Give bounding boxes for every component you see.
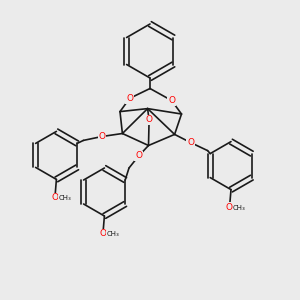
Text: O: O: [226, 203, 233, 212]
Text: O: O: [187, 138, 194, 147]
Text: O: O: [98, 132, 106, 141]
Text: CH₃: CH₃: [106, 231, 119, 237]
Text: CH₃: CH₃: [58, 195, 71, 201]
Text: O: O: [135, 152, 142, 160]
Text: O: O: [126, 94, 133, 103]
Text: O: O: [168, 96, 175, 105]
Text: O: O: [51, 194, 58, 202]
Text: CH₃: CH₃: [233, 205, 246, 211]
Text: O: O: [99, 230, 106, 238]
Text: O: O: [146, 116, 153, 124]
